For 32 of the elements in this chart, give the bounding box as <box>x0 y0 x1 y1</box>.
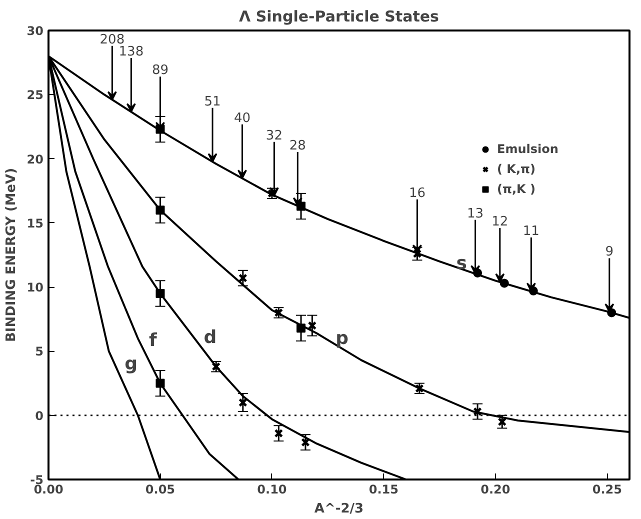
legend-label: ( K,π) <box>497 162 536 176</box>
y-tick-label: 20 <box>26 152 44 166</box>
y-tick-label: 0 <box>35 408 44 423</box>
x-axis-title: A^-2/3 <box>314 502 364 516</box>
x-tick-label: 0.20 <box>480 482 510 496</box>
x-tick-label: 0.25 <box>592 482 622 496</box>
annotation: 11 <box>522 224 540 239</box>
annotation: p <box>336 328 349 350</box>
chart-title: Λ Single-Particle States <box>239 8 440 26</box>
x-tick-label: 0.15 <box>368 482 398 496</box>
y-axis-title: BINDING ENERGY (MeV) <box>4 168 19 342</box>
annotation: 12 <box>492 214 508 230</box>
x-tick-label: 0.05 <box>145 482 176 496</box>
legend-label: (π,K ) <box>497 182 536 196</box>
annotation: g <box>124 354 138 375</box>
x-tick-label: 0.10 <box>257 482 287 496</box>
annotation: f <box>149 330 157 352</box>
legend-label: Emulsion <box>497 142 558 156</box>
annotation: 28 <box>289 138 306 154</box>
y-tick-label: 15 <box>26 216 44 230</box>
annotation: d <box>204 326 217 348</box>
annotation: 9 <box>605 244 614 260</box>
annotation: 13 <box>467 206 484 222</box>
annotation: 40 <box>234 110 251 126</box>
y-tick-label: 5 <box>35 344 44 359</box>
y-tick-label: 10 <box>26 280 44 295</box>
annotation: 89 <box>152 63 169 78</box>
annotation: 32 <box>266 128 282 144</box>
annotation: 16 <box>408 186 426 201</box>
y-tick-label: 25 <box>26 88 44 102</box>
annotation: 51 <box>204 94 221 110</box>
y-tick-label: 30 <box>26 24 44 38</box>
